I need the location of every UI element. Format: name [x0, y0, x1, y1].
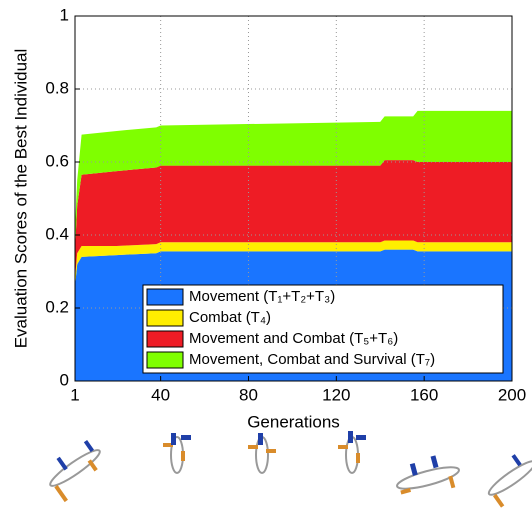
y-tick-label: 0.8: [45, 78, 69, 97]
x-tick-label: 1: [70, 385, 79, 404]
y-tick-label: 0: [60, 370, 69, 389]
legend-swatch: [146, 288, 184, 306]
y-axis-label: Evaluation Scores of the Best Individual: [11, 49, 30, 349]
y-tick-label: 0.4: [45, 224, 69, 243]
area: [75, 160, 512, 279]
legend-swatch: [146, 309, 184, 327]
x-tick-label: 40: [151, 385, 170, 404]
y-tick-label: 0.6: [45, 151, 69, 170]
x-axis-label: Generations: [247, 412, 340, 431]
legend-box: [142, 284, 504, 374]
legend-swatch: [146, 351, 184, 369]
x-tick-label: 120: [322, 385, 350, 404]
x-tick-label: 160: [410, 385, 438, 404]
legend-label: Movement and Combat (T₅+T₆): [189, 330, 398, 347]
area: [75, 110, 512, 250]
legend-label: Combat (T₄): [189, 309, 271, 326]
robot-sketches: [49, 431, 532, 508]
y-tick-label: 0.2: [45, 297, 69, 316]
area: [75, 240, 512, 287]
legend-label: Movement (T₁+T₂+T₃): [189, 288, 335, 305]
legend-label: Movement, Combat and Survival (T₇): [189, 351, 435, 368]
plot-frame: [74, 15, 513, 382]
y-tick-label: 1: [60, 5, 69, 24]
legend-swatch: [146, 330, 184, 348]
x-tick-label: 80: [239, 385, 258, 404]
legend: Movement (T₁+T₂+T₃) Combat (T₄) Movement a…: [142, 284, 504, 374]
x-tick-label: 200: [498, 385, 526, 404]
